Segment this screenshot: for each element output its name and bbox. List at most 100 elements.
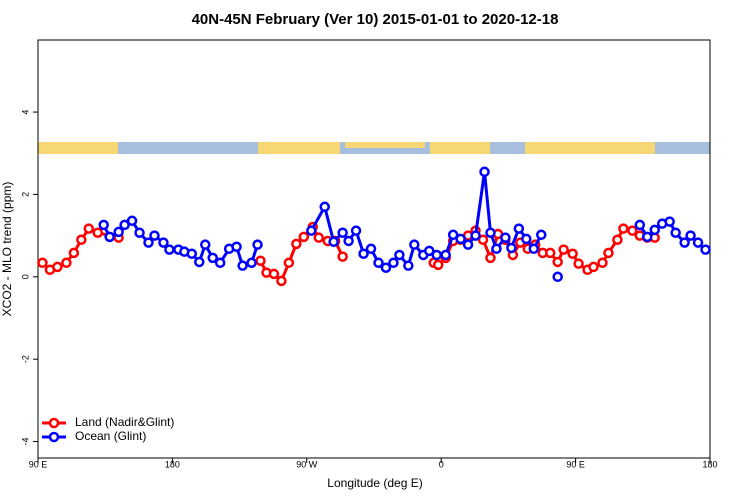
- data-point: [440, 249, 451, 261]
- data-point: [328, 236, 339, 248]
- data-point: [37, 257, 48, 269]
- data-point: [500, 232, 511, 243]
- data-point: [552, 271, 563, 283]
- data-point: [134, 227, 145, 238]
- data-point: [343, 235, 354, 247]
- legend-marker: [48, 417, 60, 429]
- data-point: [358, 248, 369, 259]
- data-point: [237, 260, 248, 271]
- data-point: [283, 257, 295, 269]
- y-tick-label: -4: [20, 438, 30, 446]
- data-point: [394, 249, 405, 261]
- data-point: [207, 252, 218, 264]
- data-point: [664, 216, 675, 227]
- data-point: [252, 239, 263, 250]
- data-point: [194, 256, 205, 268]
- chart-title: 40N-45N February (Ver 10) 2015-01-01 to …: [192, 11, 559, 28]
- data-point: [164, 244, 175, 255]
- x-tick-label: 180: [702, 459, 717, 469]
- data-point: [700, 244, 711, 255]
- data-point: [126, 215, 138, 227]
- data-point: [685, 230, 696, 241]
- x-tick-label: 90 E: [29, 459, 48, 469]
- data-point: [276, 275, 287, 287]
- data-point: [528, 243, 540, 255]
- data-point: [313, 232, 324, 243]
- data-point: [319, 201, 330, 213]
- data-point: [544, 247, 556, 259]
- data-point: [255, 255, 266, 266]
- data-point: [337, 251, 348, 262]
- data-point: [52, 261, 63, 273]
- data-point: [485, 227, 496, 238]
- x-tick-label: 180: [165, 459, 180, 469]
- data-point: [143, 237, 154, 248]
- legend-label: Land (Nadir&Glint): [75, 415, 174, 429]
- data-point: [373, 257, 384, 269]
- data-point: [119, 219, 130, 231]
- legend-label: Ocean (Glint): [75, 429, 146, 443]
- data-point: [567, 248, 578, 259]
- data-point: [462, 239, 474, 250]
- data-point: [670, 227, 681, 238]
- x-tick-label: 90 W: [296, 459, 318, 469]
- data-point: [649, 224, 660, 236]
- data-point: [158, 237, 169, 248]
- data-point: [513, 223, 525, 234]
- data-point: [68, 247, 80, 259]
- data-point: [186, 248, 198, 259]
- data-point: [612, 234, 623, 245]
- data-point: [113, 226, 124, 238]
- data-point: [447, 229, 459, 241]
- data-point: [477, 234, 489, 245]
- data-point: [388, 257, 399, 269]
- data-point: [76, 234, 87, 245]
- data-point: [642, 231, 653, 243]
- data-point: [506, 242, 517, 254]
- data-point: [692, 237, 704, 248]
- data-point: [350, 225, 362, 236]
- data-point: [536, 229, 547, 241]
- data-point: [306, 225, 317, 236]
- data-point: [679, 237, 690, 248]
- data-point: [479, 166, 490, 178]
- data-point: [337, 227, 348, 238]
- data-point: [291, 238, 302, 250]
- y-tick-label: 4: [20, 110, 30, 115]
- data-point: [618, 223, 629, 234]
- data-point: [588, 261, 599, 273]
- data-point: [92, 227, 103, 238]
- data-point: [470, 230, 481, 241]
- data-point: [98, 219, 109, 231]
- data-point: [552, 256, 563, 268]
- y-axis-label: XCO2 - MLO trend (ppm): [0, 182, 14, 317]
- legend-marker: [48, 431, 60, 443]
- data-point: [521, 233, 532, 245]
- data-point: [403, 260, 414, 271]
- data-point: [485, 252, 496, 264]
- data-point: [573, 258, 584, 269]
- y-tick-label: -2: [20, 355, 30, 363]
- data-point: [200, 239, 211, 250]
- data-point: [431, 249, 442, 261]
- data-point: [231, 241, 242, 252]
- data-point: [380, 262, 392, 273]
- data-point: [365, 243, 377, 255]
- data-point: [597, 257, 608, 269]
- data-point: [268, 268, 280, 280]
- data-point: [409, 239, 420, 250]
- data-point: [603, 247, 614, 259]
- land-ocean-mask: [38, 142, 710, 154]
- data-point: [246, 257, 257, 269]
- data-point: [558, 244, 569, 255]
- data-point: [149, 230, 160, 241]
- data-point: [627, 225, 638, 236]
- data-point: [634, 219, 646, 231]
- data-point: [61, 257, 72, 269]
- data-point: [432, 259, 444, 271]
- data-point: [424, 245, 435, 257]
- data-point: [455, 233, 466, 245]
- x-axis-label: Longitude (deg E): [327, 476, 422, 490]
- data-point: [83, 223, 95, 234]
- y-tick-label: 2: [20, 192, 30, 197]
